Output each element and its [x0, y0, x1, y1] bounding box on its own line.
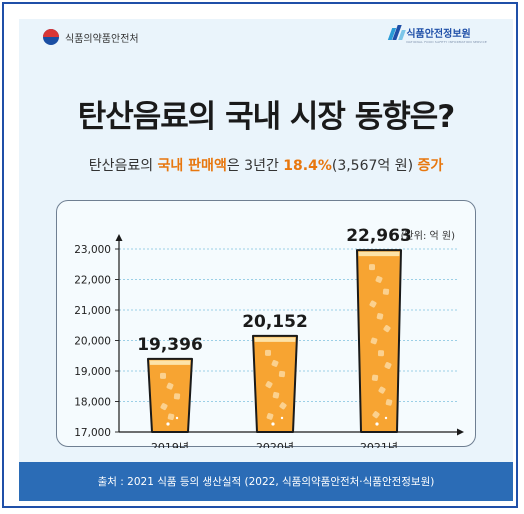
ice-cube — [375, 275, 383, 283]
ice-cube — [160, 403, 168, 411]
ice-cube — [279, 402, 287, 410]
subtitle: 탄산음료의 국내 판매액은 3년간 18.4%(3,567억 원) 증가 — [19, 155, 513, 175]
ice-cube — [369, 300, 377, 308]
bubble — [271, 422, 275, 426]
ice-cube — [384, 362, 392, 369]
source-footer: 출처 : 2021 식품 등의 생산실적 (2022, 식품의약품안전처·식품안… — [19, 462, 513, 501]
data-label: 20,152 — [242, 312, 308, 332]
bar-chart: (단위: 억 원) 17,000 18,000 19,000 20,000 21,000 2… — [74, 226, 464, 448]
ice-cube — [160, 372, 166, 379]
ice-cube — [265, 349, 271, 356]
government-emblem-icon — [43, 29, 59, 45]
infographic-card: 식품의약품안전처 식품안전정보원 NATIONAL FOOD SAFETY IN… — [19, 19, 513, 501]
org-left-name: 식품의약품안전처 — [65, 33, 139, 45]
y-tick-label: 19,000 — [74, 366, 111, 378]
y-tick-label: 22,000 — [74, 275, 111, 287]
x-tick-label: 2020년 — [256, 441, 294, 448]
ice-cube — [385, 399, 393, 406]
nfsi-logo: 식품안전정보원 NATIONAL FOOD SAFETY INFORMATION… — [388, 25, 487, 44]
ice-cube — [272, 391, 280, 399]
data-label: 22,963 — [346, 226, 412, 246]
ice-cube — [378, 386, 386, 394]
ice-cube — [377, 350, 385, 357]
ice-cube — [265, 381, 273, 389]
ice-cube — [383, 325, 391, 333]
page-title: 탄산음료의 국내 시장 동향은? — [77, 99, 456, 135]
subtitle-highlight-sales: 국내 판매액 — [157, 158, 227, 174]
ice-cube — [278, 370, 286, 378]
ice-cube — [376, 313, 384, 320]
x-tick-label: 2019년 — [151, 441, 189, 448]
ice-cube — [372, 411, 380, 419]
subtitle-highlight-percent: 18.4% — [283, 158, 332, 174]
nfsi-mark-icon — [388, 25, 407, 41]
subtitle-part3: (3,567억 원) — [331, 158, 418, 174]
y-tick-label: 17,000 — [74, 427, 111, 439]
bubble — [280, 416, 284, 420]
bubble — [375, 422, 379, 426]
subtitle-part1: 탄산음료의 — [88, 158, 158, 174]
bar-foam — [149, 360, 191, 365]
bar — [147, 357, 193, 433]
y-tick-label: 18,000 — [74, 397, 111, 409]
y-tick-label: 21,000 — [74, 305, 111, 317]
ice-cube — [371, 374, 379, 381]
ice-cube — [167, 413, 175, 421]
subtitle-part2: 은 3년간 — [226, 158, 284, 174]
ice-cube — [166, 382, 174, 390]
chart-panel: (단위: 억 원) 17,000 18,000 19,000 20,000 21,000 2… — [56, 200, 476, 448]
ice-cube — [173, 393, 181, 400]
ice-cube — [266, 413, 274, 420]
x-axis-arrow — [457, 428, 464, 436]
bar — [252, 334, 298, 433]
mfds-logo: 식품의약품안전처 — [43, 29, 139, 45]
bubble — [166, 422, 170, 426]
x-tick-label: 2021년 — [360, 441, 398, 448]
source-text: 출처 : 2021 식품 등의 생산실적 (2022, 식품의약품안전처·식품안… — [97, 476, 435, 488]
unit-label: (단위: 억 원) — [401, 229, 455, 242]
data-label: 19,396 — [137, 335, 203, 355]
bar-foam — [254, 337, 296, 342]
y-axis-arrow — [115, 234, 123, 241]
y-tick-label: 23,000 — [74, 244, 111, 256]
ice-cube — [370, 337, 378, 345]
bubble — [175, 416, 179, 420]
ice-cube — [271, 359, 279, 367]
bar-foam — [358, 251, 400, 257]
bubble — [384, 416, 388, 420]
ice-cube — [382, 288, 390, 295]
y-tick-label: 20,000 — [74, 336, 111, 348]
outer-frame: 식품의약품안전처 식품안전정보원 NATIONAL FOOD SAFETY IN… — [2, 2, 518, 508]
org-right-english: NATIONAL FOOD SAFETY INFORMATION SERVICE — [406, 40, 487, 44]
ice-cube — [369, 264, 375, 271]
org-right-name: 식품안전정보원 — [406, 29, 471, 40]
subtitle-highlight-increase: 증가 — [417, 158, 444, 174]
